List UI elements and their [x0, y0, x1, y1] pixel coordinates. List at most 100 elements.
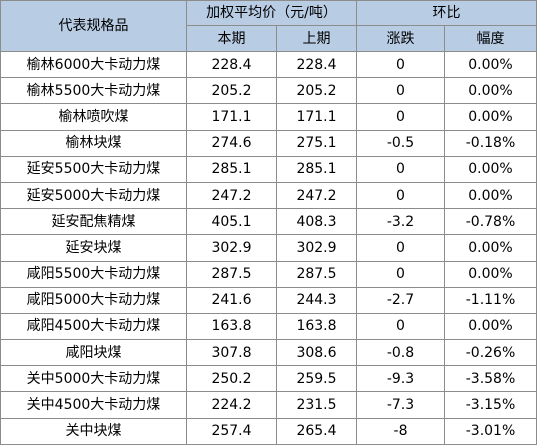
cell-previous: 302.9 — [276, 234, 357, 262]
cell-current: 171.1 — [186, 103, 277, 131]
cell-name: 咸阳5500大卡动力煤 — [0, 260, 187, 288]
cell-current: 405.1 — [186, 208, 277, 236]
cell-current: 163.8 — [186, 312, 277, 341]
cell-change: 0 — [356, 50, 445, 79]
cell-name: 延安5500大卡动力煤 — [0, 155, 187, 183]
table-row: 延安5000大卡动力煤 247.2 247.2 0 0.00% — [0, 181, 537, 210]
table-row: 延安配焦精煤 405.1 408.3 -3.2 -0.78% — [0, 208, 537, 236]
cell-change: -0.5 — [356, 129, 445, 157]
table-body: 榆林6000大卡动力煤 228.4 228.4 0 0.00% 榆林5500大卡… — [0, 50, 537, 445]
cell-name: 延安配焦精煤 — [0, 208, 187, 236]
table-row: 榆林喷吹煤 171.1 171.1 0 0.00% — [0, 103, 537, 131]
cell-change: -2.7 — [356, 286, 445, 314]
cell-name: 延安5000大卡动力煤 — [0, 181, 187, 210]
cell-name: 榆林喷吹煤 — [0, 103, 187, 131]
table-row: 延安5500大卡动力煤 285.1 285.1 0 0.00% — [0, 155, 537, 183]
cell-current: 287.5 — [186, 260, 277, 288]
cell-previous: 287.5 — [276, 260, 357, 288]
cell-previous: 171.1 — [276, 103, 357, 131]
cell-previous: 408.3 — [276, 208, 357, 236]
cell-range: -0.26% — [444, 339, 537, 367]
table-row: 咸阳5500大卡动力煤 287.5 287.5 0 0.00% — [0, 260, 537, 288]
header-row-1: 代表规格品 加权平均价（元/吨） 环比 — [0, 0, 537, 52]
header-price-group: 加权平均价（元/吨） — [186, 0, 357, 26]
cell-change: 0 — [356, 234, 445, 262]
cell-range: 0.00% — [444, 77, 537, 105]
cell-current: 302.9 — [186, 234, 277, 262]
header-previous: 上期 — [276, 25, 357, 52]
cell-range: -3.15% — [444, 391, 537, 419]
cell-current: 257.4 — [186, 417, 277, 445]
cell-change: 0 — [356, 181, 445, 210]
cell-previous: 247.2 — [276, 181, 357, 210]
table-row: 关中块煤 257.4 265.4 -8 -3.01% — [0, 417, 537, 445]
cell-change: 0 — [356, 260, 445, 288]
cell-range: -3.58% — [444, 365, 537, 393]
cell-name: 咸阳块煤 — [0, 339, 187, 367]
cell-change: 0 — [356, 155, 445, 183]
cell-previous: 308.6 — [276, 339, 357, 367]
cell-name: 关中4500大卡动力煤 — [0, 391, 187, 419]
cell-previous: 228.4 — [276, 50, 357, 79]
cell-change: 0 — [356, 77, 445, 105]
cell-range: -0.78% — [444, 208, 537, 236]
table-row: 关中4500大卡动力煤 224.2 231.5 -7.3 -3.15% — [0, 391, 537, 419]
cell-range: 0.00% — [444, 50, 537, 79]
cell-range: 0.00% — [444, 155, 537, 183]
table-row: 延安块煤 302.9 302.9 0 0.00% — [0, 234, 537, 262]
cell-range: -3.01% — [444, 417, 537, 445]
cell-current: 224.2 — [186, 391, 277, 419]
header-row-2: 本期 上期 涨跌 幅度 — [1, 25, 537, 52]
header-change-group: 环比 — [356, 0, 537, 26]
cell-current: 274.6 — [186, 129, 277, 157]
table-row: 关中5000大卡动力煤 250.2 259.5 -9.3 -3.58% — [0, 365, 537, 393]
table-row: 榆林6000大卡动力煤 228.4 228.4 0 0.00% — [0, 50, 537, 79]
cell-name: 榆林6000大卡动力煤 — [0, 50, 187, 79]
cell-change: -3.2 — [356, 208, 445, 236]
cell-change: 0 — [356, 103, 445, 131]
cell-previous: 205.2 — [276, 77, 357, 105]
cell-name: 关中块煤 — [0, 417, 187, 445]
cell-range: 0.00% — [444, 260, 537, 288]
cell-range: 0.00% — [444, 181, 537, 210]
cell-current: 247.2 — [186, 181, 277, 210]
cell-current: 205.2 — [186, 77, 277, 105]
cell-previous: 163.8 — [276, 312, 357, 341]
cell-previous: 259.5 — [276, 365, 357, 393]
header-range: 幅度 — [444, 25, 537, 52]
table-row: 咸阳块煤 307.8 308.6 -0.8 -0.26% — [0, 339, 537, 367]
cell-previous: 275.1 — [276, 129, 357, 157]
cell-change: 0 — [356, 312, 445, 341]
header-change: 涨跌 — [356, 25, 445, 52]
cell-change: -0.8 — [356, 339, 445, 367]
cell-name: 咸阳4500大卡动力煤 — [0, 312, 187, 341]
cell-range: 0.00% — [444, 103, 537, 131]
cell-current: 250.2 — [186, 365, 277, 393]
cell-name: 榆林块煤 — [0, 129, 187, 157]
cell-name: 咸阳5000大卡动力煤 — [0, 286, 187, 314]
cell-previous: 265.4 — [276, 417, 357, 445]
cell-previous: 285.1 — [276, 155, 357, 183]
cell-change: -7.3 — [356, 391, 445, 419]
cell-change: -8 — [356, 417, 445, 445]
cell-name: 榆林5500大卡动力煤 — [0, 77, 187, 105]
header-current: 本期 — [186, 25, 277, 52]
cell-current: 228.4 — [186, 50, 277, 79]
cell-current: 241.6 — [186, 286, 277, 314]
cell-change: -9.3 — [356, 365, 445, 393]
cell-previous: 244.3 — [276, 286, 357, 314]
cell-range: -1.11% — [444, 286, 537, 314]
table-row: 咸阳4500大卡动力煤 163.8 163.8 0 0.00% — [0, 312, 537, 341]
cell-current: 285.1 — [186, 155, 277, 183]
cell-range: 0.00% — [444, 234, 537, 262]
cell-range: -0.18% — [444, 129, 537, 157]
cell-name: 关中5000大卡动力煤 — [0, 365, 187, 393]
table-header: 代表规格品 加权平均价（元/吨） 环比 本期 上期 涨跌 幅度 — [0, 0, 537, 52]
cell-previous: 231.5 — [276, 391, 357, 419]
table-row: 榆林5500大卡动力煤 205.2 205.2 0 0.00% — [0, 77, 537, 105]
cell-range: 0.00% — [444, 312, 537, 341]
table-row: 咸阳5000大卡动力煤 241.6 244.3 -2.7 -1.11% — [0, 286, 537, 314]
header-spec: 代表规格品 — [0, 0, 187, 52]
cell-name: 延安块煤 — [0, 234, 187, 262]
